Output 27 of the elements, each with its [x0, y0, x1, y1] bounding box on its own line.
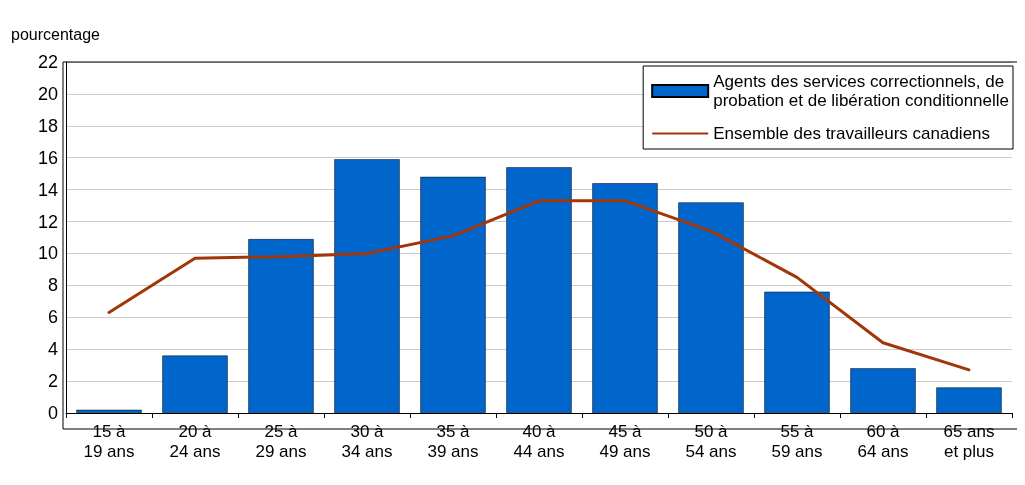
y-tick-label: 16	[37, 147, 58, 168]
x-tick-label: 20 à 24 ans	[169, 421, 221, 461]
y-tick-label: 22	[37, 52, 58, 72]
legend-label: Agents des services correctionnels, de probation et de libération conditionnelle	[713, 72, 1009, 110]
y-tick-label: 10	[37, 243, 58, 264]
y-axis-title: pourcentage	[11, 25, 101, 43]
x-tick-label: 15 à 19 ans	[83, 421, 135, 461]
x-tick-label: 35 à 39 ans	[427, 421, 479, 461]
x-tick-label: 50 à 54 ans	[685, 421, 737, 461]
x-tick-label: 65 ans et plus	[943, 421, 995, 461]
y-tick-label: 14	[37, 179, 58, 200]
x-tick-label: 40 à 44 ans	[513, 421, 565, 461]
x-tick-label: 60 à 64 ans	[857, 421, 909, 461]
y-tick-label: 12	[37, 211, 58, 232]
legend-label: Ensemble des travailleurs canadiens	[713, 124, 991, 143]
y-tick-label: 2	[47, 371, 58, 392]
x-tick-label: 55 à 59 ans	[771, 421, 823, 461]
line-series	[107, 199, 971, 372]
y-tick-label: 8	[47, 275, 58, 296]
y-tick-label: 0	[47, 403, 58, 423]
x-tick-label: 30 à 34 ans	[341, 421, 393, 461]
x-tick-label: 45 à 49 ans	[599, 421, 651, 461]
y-tick-label: 20	[37, 83, 58, 104]
x-tick-label: 25 à 29 ans	[255, 421, 307, 461]
y-tick-label: 6	[47, 307, 58, 328]
y-tick-label: 4	[47, 339, 58, 360]
y-tick-label: 18	[37, 115, 58, 136]
